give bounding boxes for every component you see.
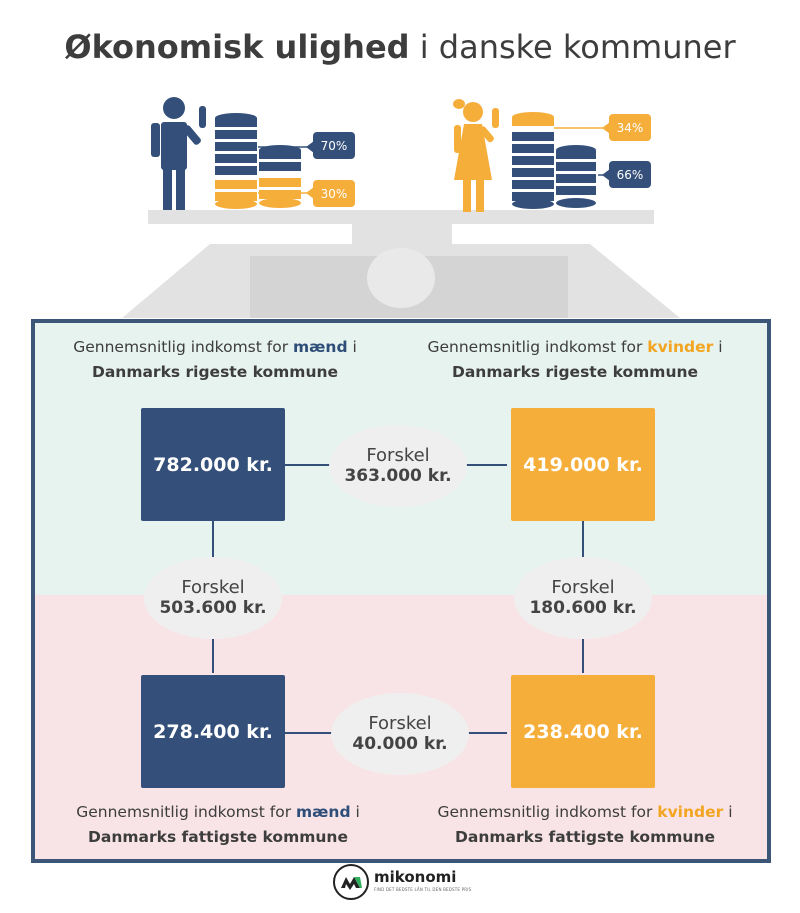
caption-rich-men: Gennemsnitlig indkomst for mænd i Danmar… (73, 338, 357, 381)
woman-bottom-percent: 66% (617, 168, 644, 182)
man-coins-right (259, 145, 301, 208)
woman-icon (453, 99, 499, 212)
diff-rich-gender: Forskel 363.000 kr. (329, 425, 467, 507)
diff-men-region: Forskel 503.600 kr. (144, 557, 282, 639)
box-rich-women: 419.000 kr. (511, 408, 655, 521)
box-poor-women: 238.400 kr. (511, 675, 655, 788)
man-top-percent: 70% (321, 139, 348, 153)
woman-bottom-tag (609, 161, 651, 188)
box-poor-men: 278.400 kr. (141, 675, 285, 788)
box-rich-men: 782.000 kr. (141, 408, 285, 521)
page-title: Økonomisk ulighed i danske kommuner (64, 28, 736, 66)
man-coins-left (215, 113, 257, 209)
diff-poor-gender: Forskel 40.000 kr. (331, 693, 469, 775)
caption-rich-women: Gennemsnitlig indkomst for kvinder i Dan… (427, 338, 723, 381)
man-top-tag (313, 132, 355, 159)
woman-coins-right (556, 145, 596, 208)
man-bottom-percent: 30% (321, 187, 348, 201)
comparison-panel: Gennemsnitlig indkomst for mænd i Danmar… (31, 319, 771, 863)
logo-name: mikonomi (374, 868, 457, 886)
scale-beam (148, 210, 654, 224)
logo-tagline: FIND DET BEDSTE LÅN TIL DEN BEDSTE PRIS (374, 887, 472, 892)
caption-poor-men: Gennemsnitlig indkomst for mænd i Danmar… (76, 803, 360, 846)
man-bottom-tag (313, 180, 355, 207)
woman-top-percent: 34% (617, 121, 644, 135)
caption-poor-women: Gennemsnitlig indkomst for kvinder i Dan… (437, 803, 733, 846)
woman-top-tag (609, 114, 651, 141)
scale-illustration: 70% 30% 34% (122, 97, 680, 318)
scale-stem (352, 222, 452, 246)
man-icon (151, 97, 206, 210)
diff-women-region: Forskel 180.600 kr. (514, 557, 652, 639)
logo-icon (333, 864, 369, 900)
scale-knob (367, 248, 435, 308)
woman-coins-left (512, 112, 554, 209)
mikonomi-logo[interactable]: mikonomi FIND DET BEDSTE LÅN TIL DEN BED… (333, 862, 473, 902)
